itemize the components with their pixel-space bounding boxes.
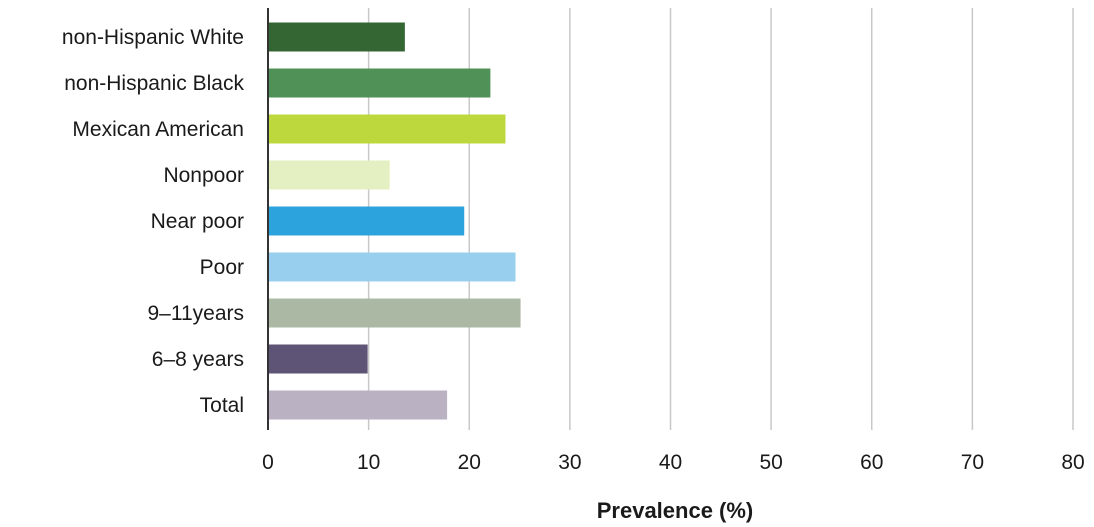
bar [268, 68, 491, 98]
x-tick-label: 20 [458, 451, 481, 474]
bar [268, 160, 390, 190]
category-label: 9–11years [147, 302, 244, 325]
bar [268, 390, 448, 420]
bars [268, 22, 521, 420]
category-label: Near poor [151, 210, 244, 233]
category-label: Nonpoor [163, 164, 244, 187]
x-tick-label: 30 [558, 451, 581, 474]
category-label: Total [200, 394, 244, 417]
bar [268, 252, 516, 282]
category-label: non-Hispanic White [62, 26, 244, 49]
category-label: Poor [200, 256, 244, 279]
x-axis-title: Prevalence (%) [597, 498, 754, 523]
x-tick-label: 70 [961, 451, 984, 474]
category-label: 6–8 years [152, 348, 244, 371]
bar [268, 114, 506, 144]
category-label: Mexican American [72, 118, 244, 141]
bar [268, 22, 405, 52]
x-tick-label: 50 [759, 451, 782, 474]
x-tick-labels: 0 10 20 30 40 50 60 70 80 [262, 451, 1085, 474]
x-tick-label: 10 [357, 451, 380, 474]
x-tick-label: 80 [1061, 451, 1084, 474]
category-labels: non-Hispanic White non-Hispanic Black Mexi… [62, 26, 245, 417]
bar [268, 344, 368, 374]
bar [268, 298, 521, 328]
category-label: non-Hispanic Black [64, 72, 244, 95]
x-tick-label: 60 [860, 451, 883, 474]
bar [268, 206, 465, 236]
x-tick-label: 0 [262, 451, 274, 474]
x-tick-label: 40 [659, 451, 682, 474]
